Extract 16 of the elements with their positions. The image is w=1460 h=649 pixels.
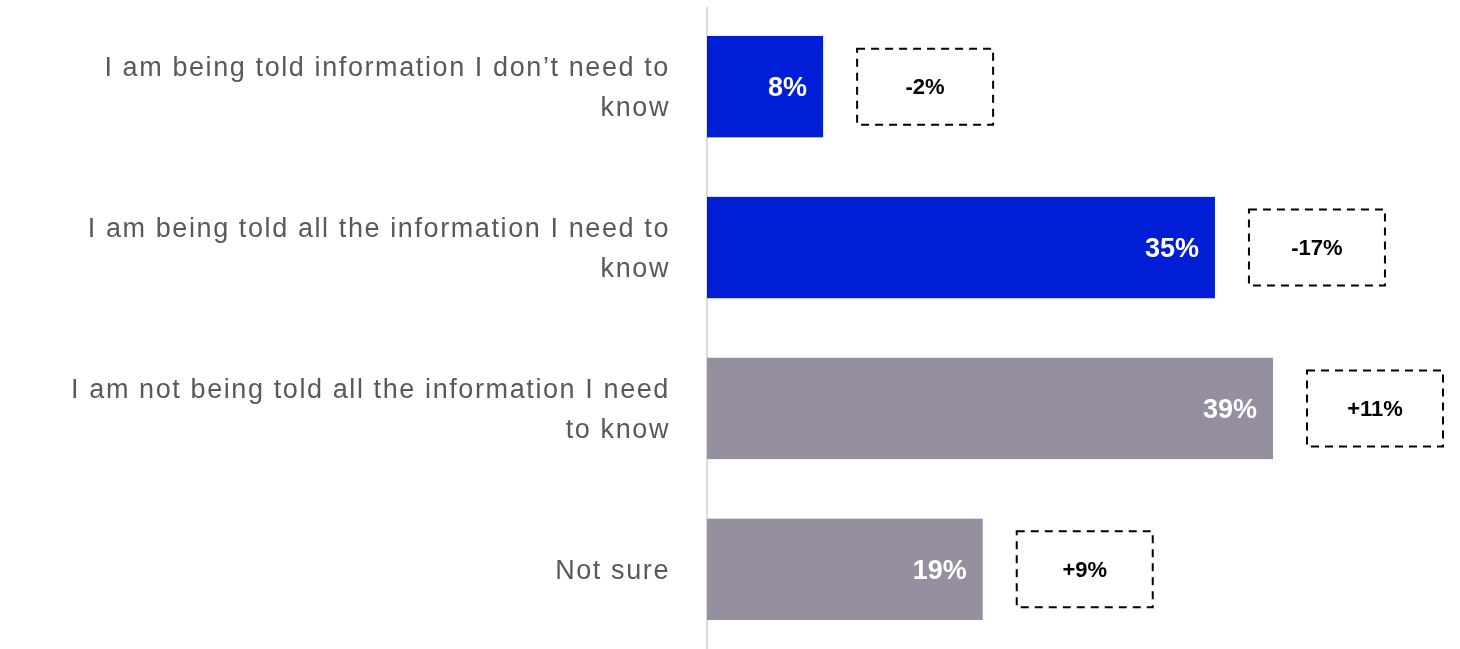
data-label: 39% [1202, 393, 1257, 424]
bar [707, 357, 1273, 460]
data-label: 35% [1144, 233, 1199, 263]
y-tick-label: I am being told information I don’t need to know [104, 52, 670, 123]
data-label: 19% [912, 554, 967, 585]
annotation: -2% [905, 74, 945, 100]
text: -17% [1291, 235, 1343, 261]
data-label: 8% [768, 72, 808, 103]
text: +11% [1347, 396, 1403, 422]
bar [707, 518, 983, 621]
bar [707, 196, 1215, 299]
y-tick-label: Not sure [555, 554, 670, 585]
annotation: +9% [1062, 557, 1108, 583]
bar [707, 35, 824, 138]
y-tick-label: I am being told all the information I need to know [87, 213, 670, 283]
y-tick-label: I am not being told all the information I need to know [71, 373, 670, 444]
